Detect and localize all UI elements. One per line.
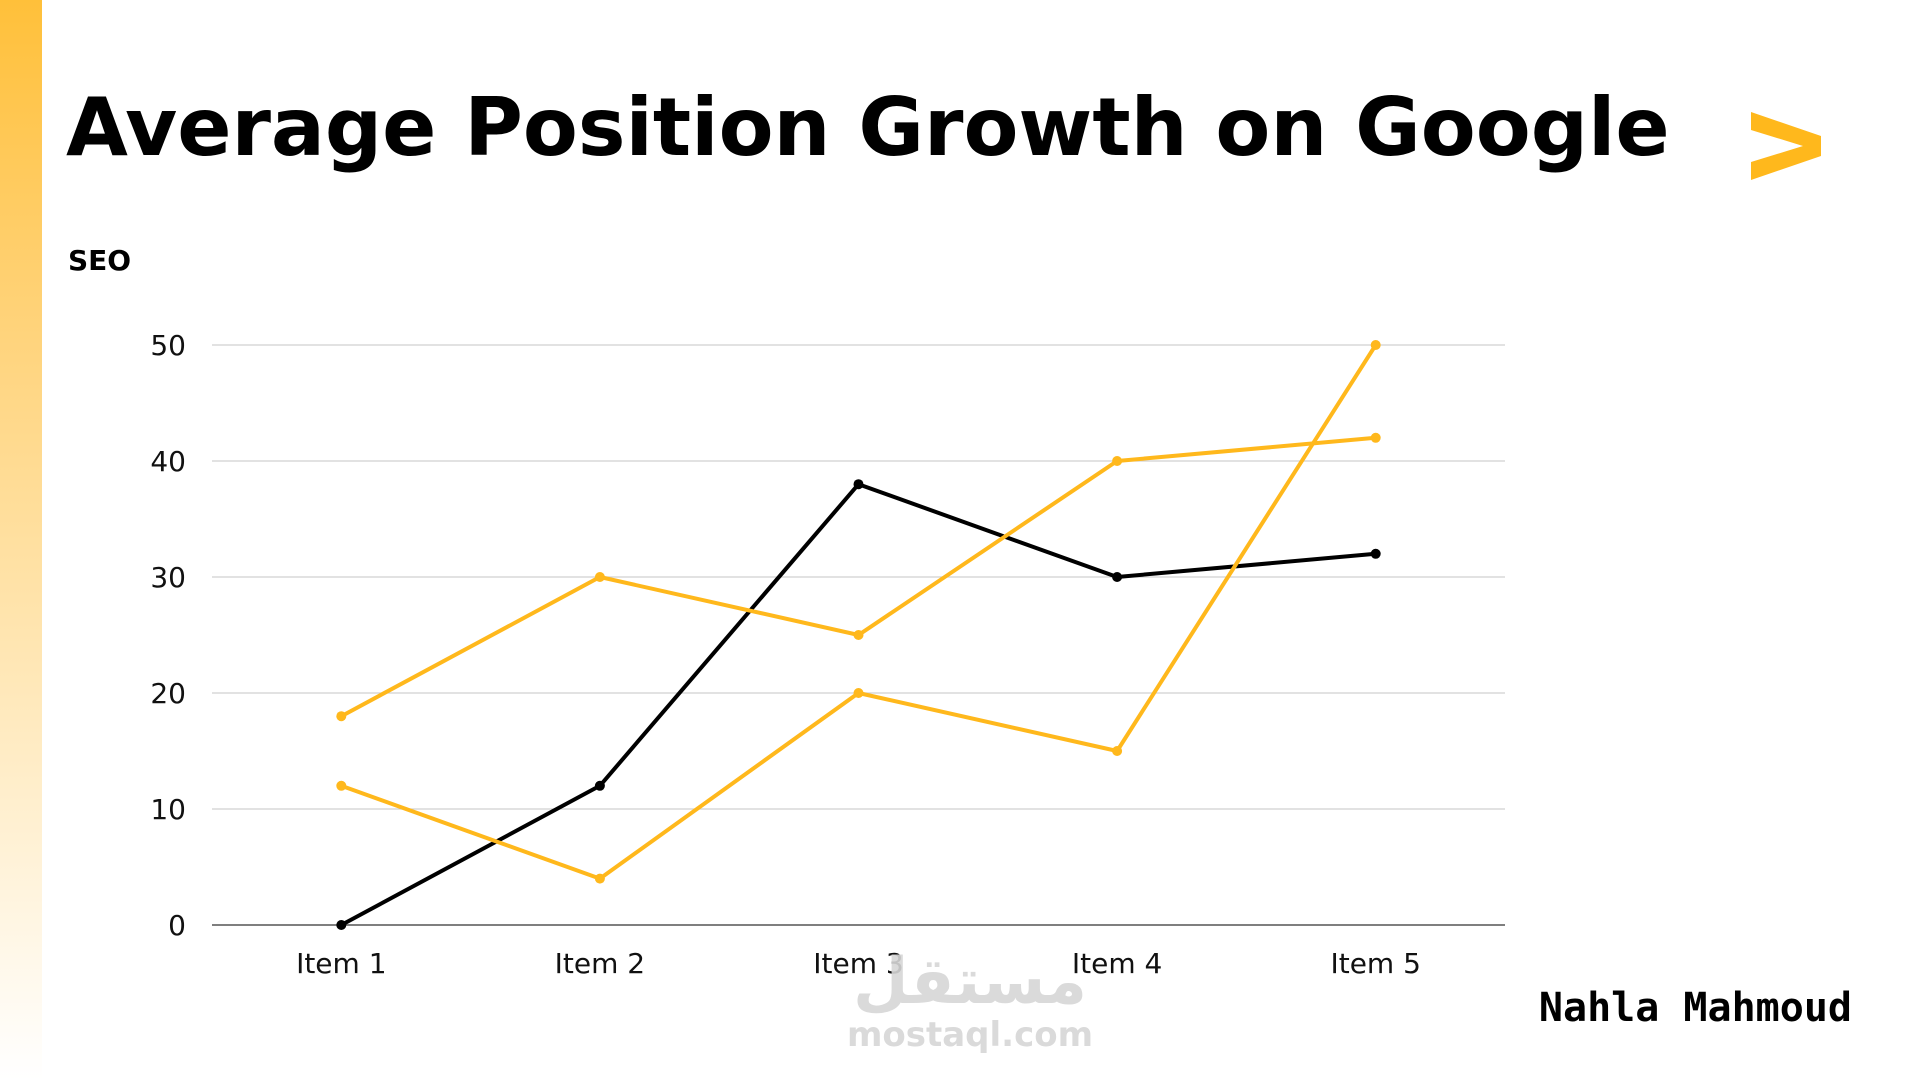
series-3-point bbox=[1112, 746, 1123, 756]
series-2-point bbox=[1112, 456, 1123, 466]
y-tick-label: 30 bbox=[150, 561, 186, 594]
watermark: مستقل mostaql.com bbox=[830, 950, 1110, 1052]
series-3-point bbox=[1370, 340, 1381, 350]
watermark-logo-text: مستقل bbox=[852, 945, 1088, 1019]
y-tick-label: 40 bbox=[150, 445, 186, 478]
series-line-3 bbox=[339, 343, 1378, 881]
chart-subtitle: SEO bbox=[68, 244, 132, 277]
series-3-point bbox=[853, 688, 864, 698]
series-1-point bbox=[1112, 572, 1123, 582]
series-1-point bbox=[594, 780, 605, 791]
series-3-point bbox=[336, 780, 347, 791]
series-3-point bbox=[594, 873, 605, 884]
gradient-side-bar bbox=[0, 0, 42, 1080]
x-tick-label: Item 1 bbox=[296, 947, 386, 980]
page-title: Average Position Growth on Google bbox=[66, 81, 1670, 174]
x-tick-label: Item 2 bbox=[555, 947, 645, 980]
y-tick-label: 10 bbox=[150, 793, 186, 826]
author-name: Nahla Mahmoud bbox=[1538, 985, 1852, 1031]
watermark-url: mostaql.com bbox=[846, 1015, 1094, 1055]
series-line-1 bbox=[339, 482, 1378, 927]
series-1-point bbox=[1370, 548, 1381, 559]
series-2-point bbox=[853, 630, 864, 640]
series-2-point bbox=[1370, 432, 1381, 443]
play-arrow-icon bbox=[1751, 112, 1821, 180]
y-tick-label: 50 bbox=[150, 329, 186, 362]
series-2-point bbox=[336, 711, 347, 722]
x-tick-label: Item 3 bbox=[813, 947, 903, 980]
y-tick-label: 20 bbox=[150, 677, 186, 710]
x-tick-label: Item 5 bbox=[1330, 947, 1420, 980]
series-1-point bbox=[336, 920, 347, 930]
series-1-point bbox=[853, 479, 864, 490]
y-tick-label: 0 bbox=[168, 909, 186, 942]
series-2-point bbox=[594, 572, 605, 582]
x-tick-label: Item 4 bbox=[1072, 947, 1162, 980]
